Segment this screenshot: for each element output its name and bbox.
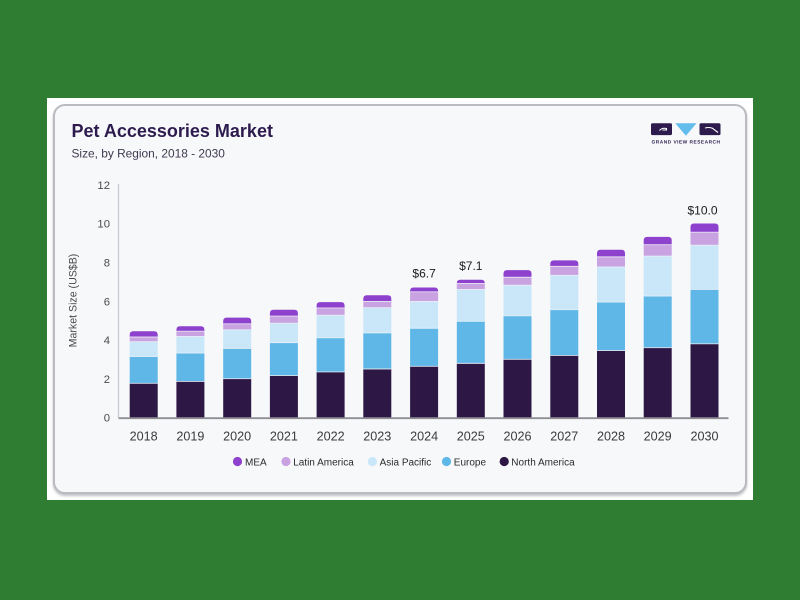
svg-text:2018: 2018 [130, 430, 158, 444]
svg-text:North America: North America [511, 457, 575, 468]
svg-text:Pet Accessories Market: Pet Accessories Market [72, 121, 273, 141]
svg-text:2024: 2024 [410, 430, 438, 444]
svg-text:$10.0: $10.0 [687, 204, 717, 218]
svg-text:2020: 2020 [223, 430, 251, 444]
svg-text:2019: 2019 [176, 430, 204, 444]
svg-text:2029: 2029 [644, 430, 672, 444]
svg-text:6: 6 [104, 296, 110, 308]
svg-text:$6.7: $6.7 [412, 267, 436, 281]
svg-text:Size, by Region, 2018 - 2030: Size, by Region, 2018 - 2030 [72, 147, 226, 161]
svg-text:Latin America: Latin America [293, 457, 354, 468]
svg-text:$7.1: $7.1 [459, 259, 483, 273]
svg-text:2021: 2021 [270, 430, 298, 444]
svg-text:2: 2 [104, 374, 110, 386]
svg-text:2026: 2026 [503, 430, 531, 444]
svg-text:2022: 2022 [317, 430, 345, 444]
svg-text:2028: 2028 [597, 430, 625, 444]
svg-text:4: 4 [104, 335, 110, 347]
svg-text:Europe: Europe [454, 457, 487, 468]
svg-text:2023: 2023 [363, 430, 391, 444]
svg-text:MEA: MEA [245, 457, 267, 468]
svg-text:10: 10 [97, 219, 110, 231]
svg-text:2025: 2025 [457, 430, 485, 444]
svg-text:GRAND VIEW RESEARCH: GRAND VIEW RESEARCH [652, 139, 721, 145]
svg-text:2030: 2030 [690, 430, 718, 444]
svg-text:8: 8 [104, 258, 110, 270]
svg-text:12: 12 [97, 180, 110, 192]
svg-text:2027: 2027 [550, 430, 578, 444]
svg-text:0: 0 [104, 413, 110, 425]
svg-text:Asia Pacific: Asia Pacific [380, 457, 432, 468]
svg-text:Market Size (US$B): Market Size (US$B) [68, 254, 80, 348]
